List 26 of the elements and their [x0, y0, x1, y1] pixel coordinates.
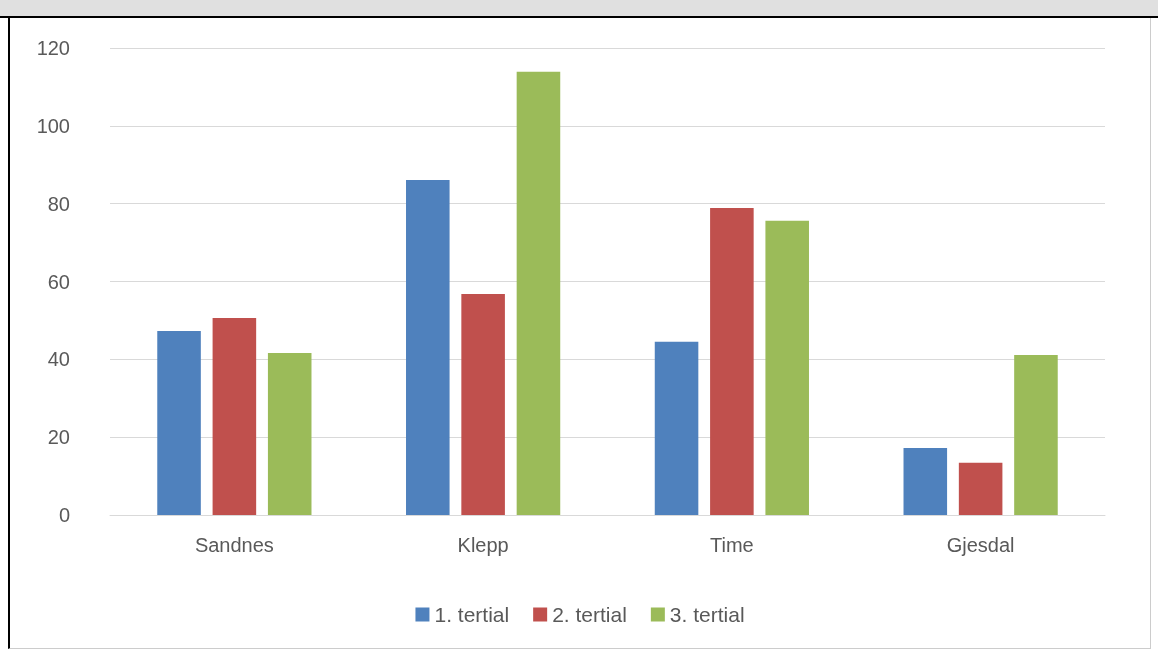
bar	[903, 448, 948, 515]
legend-label: 1. tertial	[434, 603, 510, 626]
x-tick-label: Sandnes	[194, 534, 274, 556]
y-tick-label: 80	[47, 192, 70, 215]
bar	[157, 330, 201, 515]
bar	[516, 71, 561, 515]
y-tick-label: 40	[47, 348, 70, 371]
y-tick-label: 20	[47, 426, 70, 449]
bar	[958, 462, 1003, 515]
y-tick-label: 60	[47, 270, 70, 293]
x-tick-label: Klepp	[457, 534, 509, 556]
y-tick-label: 0	[58, 504, 70, 526]
y-tick-label: 120	[36, 37, 70, 59]
x-tick-label: Time	[710, 534, 754, 556]
bar	[765, 220, 809, 515]
bar	[654, 341, 699, 515]
y-tick-label: 100	[36, 114, 70, 137]
legend-label: 2. tertial	[552, 603, 627, 626]
bar	[406, 179, 450, 515]
bar	[267, 353, 312, 515]
legend-label: 3. tertial	[669, 603, 745, 626]
x-tick-label: Gjesdal	[946, 534, 1015, 556]
bar	[212, 318, 257, 515]
bar	[710, 207, 754, 515]
bar	[461, 293, 505, 515]
bar	[1014, 355, 1058, 515]
